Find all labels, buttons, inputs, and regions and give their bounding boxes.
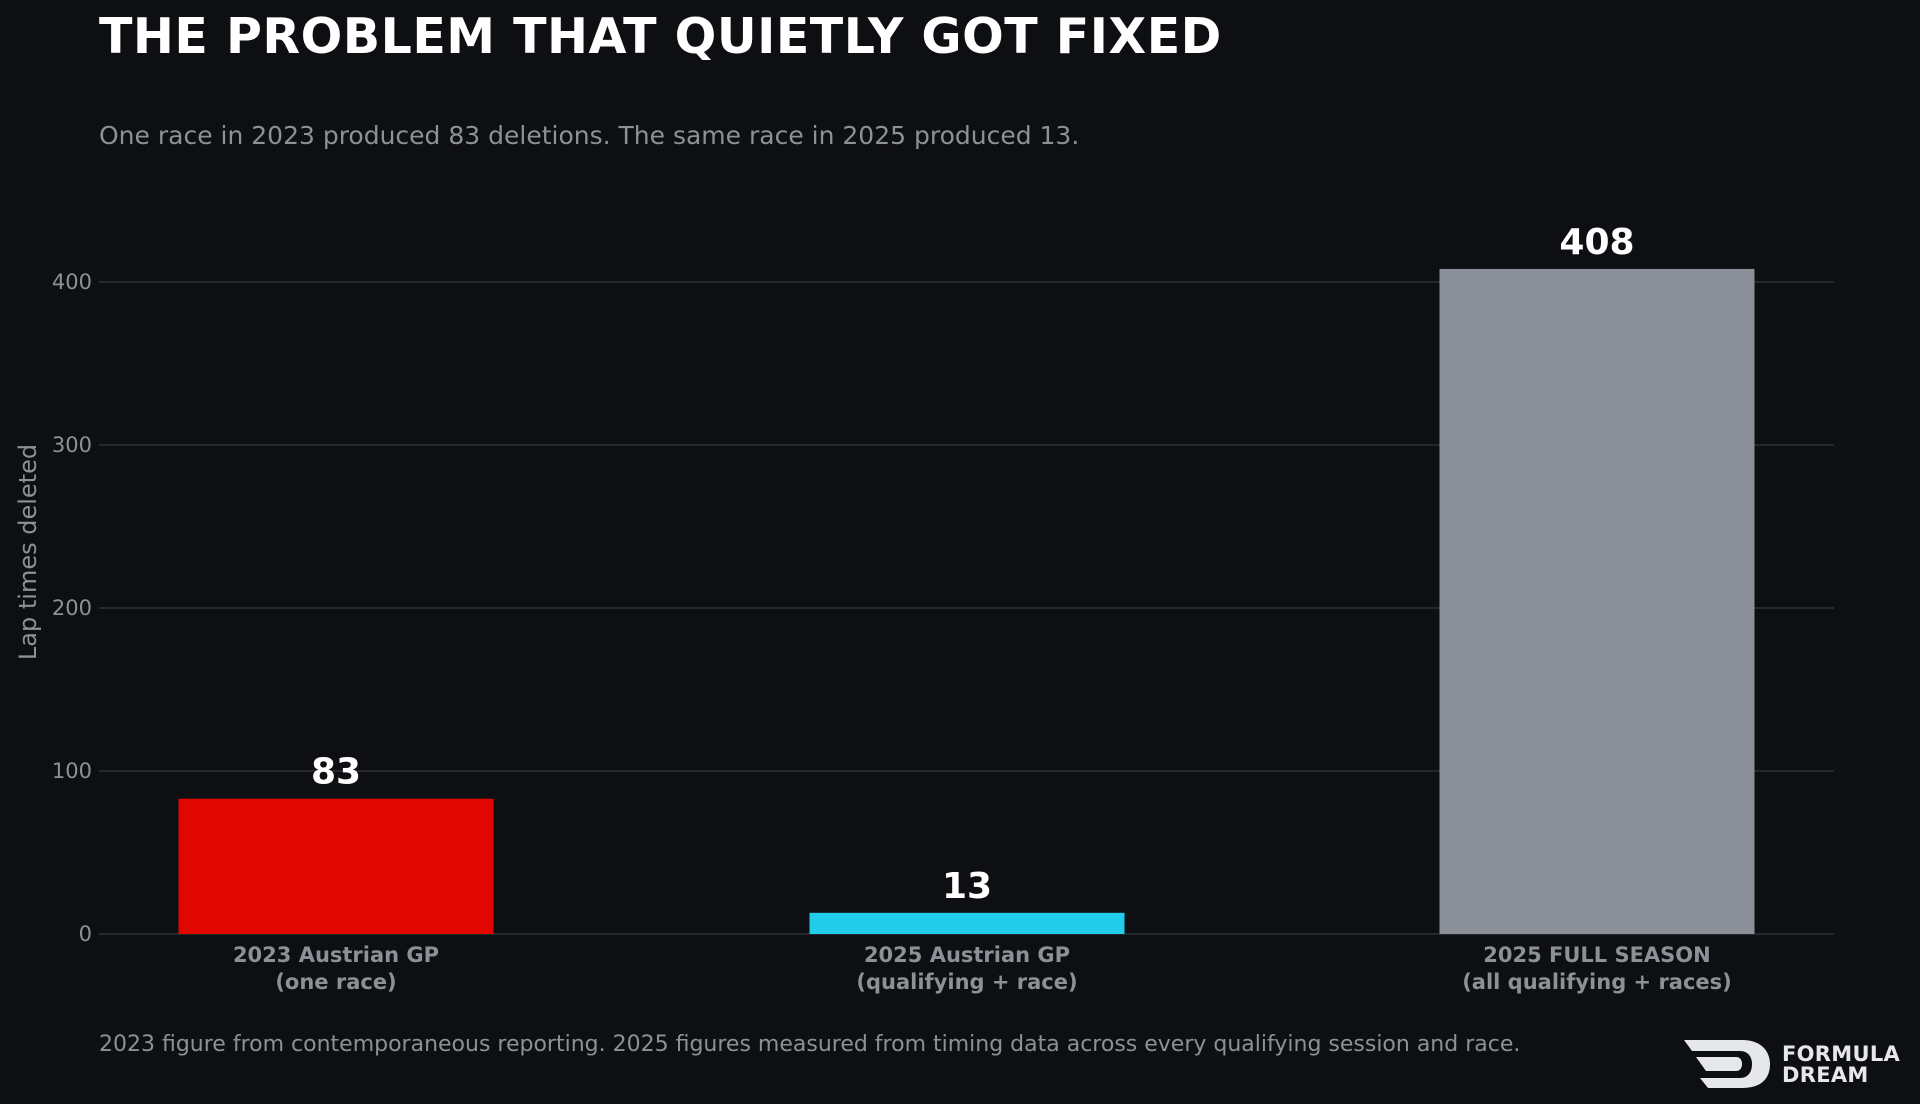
bar-value-label-3: 408	[1559, 222, 1634, 263]
y-axis-label: Lap times deleted	[14, 444, 42, 660]
logo-line-1: FORMULA	[1782, 1042, 1901, 1066]
y-tick-label-200: 200	[52, 596, 92, 620]
bar-1	[178, 798, 494, 934]
y-tick-label-300: 300	[52, 433, 92, 457]
chart-title: THE PROBLEM THAT QUIETLY GOT FIXED	[99, 8, 1222, 65]
bar-3	[1439, 268, 1755, 935]
x-tick-label-2-line-1: 2025 Austrian GP	[864, 943, 1070, 967]
y-tick-label-100: 100	[52, 759, 92, 783]
bar-value-label-1: 83	[311, 752, 361, 793]
y-tick-label-0: 0	[79, 922, 92, 946]
x-tick-label-3-line-2: (all qualifying + races)	[1462, 970, 1732, 994]
x-tick-label-2-line-2: (qualifying + race)	[856, 970, 1077, 994]
x-tick-label-1-line-2: (one race)	[275, 970, 396, 994]
bar-value-label-2: 13	[942, 866, 992, 907]
x-tick-label-3-line-1: 2025 FULL SEASON	[1483, 943, 1711, 967]
bar-2	[809, 912, 1125, 934]
logo-wordmark: FORMULA DREAM	[1782, 1044, 1900, 1086]
formula-dream-logo-icon	[1684, 1040, 1770, 1088]
x-tick-label-1-line-1: 2023 Austrian GP	[233, 943, 439, 967]
y-tick-label-400: 400	[52, 270, 92, 294]
chart-subtitle: One race in 2023 produced 83 deletions. …	[99, 121, 1080, 150]
footnote: 2023 figure from contemporaneous reporti…	[99, 1032, 1521, 1057]
logo-line-2: DREAM	[1782, 1063, 1869, 1087]
